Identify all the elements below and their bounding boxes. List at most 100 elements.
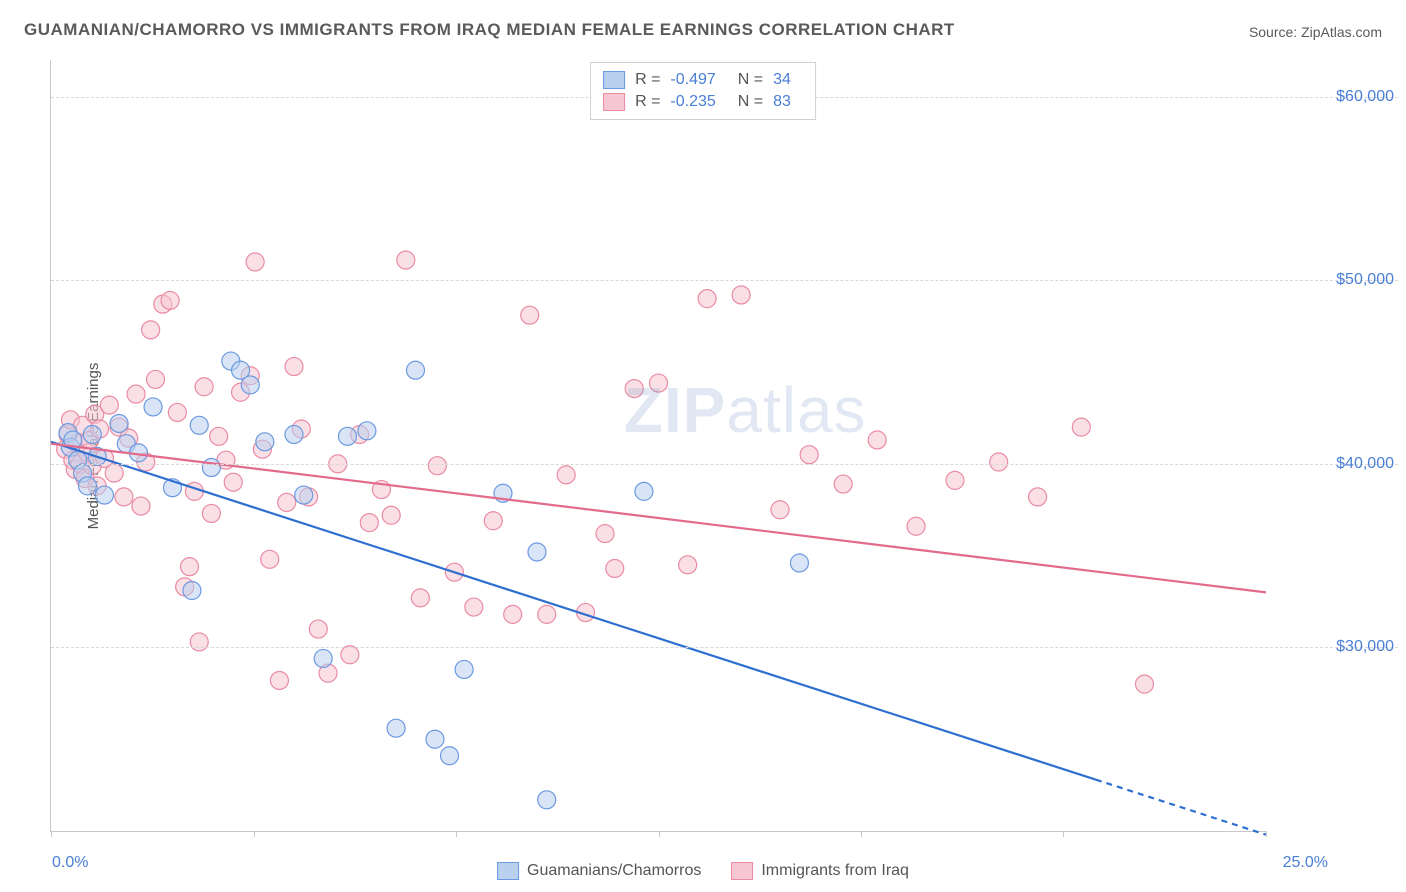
x-tick [659, 831, 660, 837]
scatter-point [484, 512, 502, 530]
scatter-point [465, 598, 483, 616]
trend-line [51, 444, 1266, 593]
chart-title: GUAMANIAN/CHAMORRO VS IMMIGRANTS FROM IR… [24, 20, 955, 40]
source-value: ZipAtlas.com [1301, 24, 1382, 40]
scatter-point [241, 376, 259, 394]
n-label: N = [738, 93, 763, 111]
scatter-point [538, 791, 556, 809]
scatter-point [210, 427, 228, 445]
scatter-point [868, 431, 886, 449]
scatter-point [407, 361, 425, 379]
scatter-point [224, 473, 242, 491]
scatter-point [771, 501, 789, 519]
x-tick [1266, 831, 1267, 837]
x-tick [1063, 831, 1064, 837]
legend-stats-row-1: R = -0.235 N = 83 [603, 91, 803, 113]
legend-swatch-blue [497, 862, 519, 880]
scatter-point [181, 558, 199, 576]
x-tick [861, 831, 862, 837]
scatter-point [110, 414, 128, 432]
x-tick-min: 0.0% [52, 854, 88, 872]
scatter-point [183, 582, 201, 600]
scatter-point [285, 358, 303, 376]
scatter-point [309, 620, 327, 638]
scatter-point [202, 459, 220, 477]
scatter-point [146, 370, 164, 388]
legend-label-1: Immigrants from Iraq [761, 862, 909, 880]
scatter-point [387, 719, 405, 737]
legend-stats-row-0: R = -0.497 N = 34 [603, 69, 803, 91]
y-tick-label: $40,000 [1336, 455, 1394, 473]
legend-swatch-pink [603, 93, 625, 111]
scatter-point [78, 477, 96, 495]
scatter-point [382, 506, 400, 524]
scatter-point [625, 380, 643, 398]
scatter-point [834, 475, 852, 493]
y-tick-label: $50,000 [1336, 271, 1394, 289]
legend-swatch-pink [731, 862, 753, 880]
trend-line-dashed [1096, 780, 1266, 835]
scatter-point [285, 425, 303, 443]
chart-svg [51, 60, 1266, 831]
scatter-point [411, 589, 429, 607]
scatter-point [168, 403, 186, 421]
scatter-point [596, 525, 614, 543]
chart-plot-area [50, 60, 1266, 832]
scatter-point [1029, 488, 1047, 506]
scatter-point [278, 493, 296, 511]
trend-line [51, 442, 1096, 780]
scatter-point [504, 605, 522, 623]
n-value-1: 83 [773, 93, 791, 111]
x-tick-max: 25.0% [1283, 854, 1328, 872]
scatter-point [635, 482, 653, 500]
scatter-point [990, 453, 1008, 471]
scatter-point [105, 464, 123, 482]
scatter-point [426, 730, 444, 748]
y-tick-label: $30,000 [1336, 638, 1394, 656]
n-value-0: 34 [773, 71, 791, 89]
r-label: R = [635, 93, 660, 111]
scatter-point [295, 486, 313, 504]
scatter-point [557, 466, 575, 484]
scatter-point [441, 747, 459, 765]
scatter-point [338, 427, 356, 445]
scatter-point [800, 446, 818, 464]
scatter-point [100, 396, 118, 414]
source-label: Source: [1249, 24, 1301, 40]
scatter-point [907, 517, 925, 535]
legend-item-1: Immigrants from Iraq [731, 862, 909, 880]
legend-label-0: Guamanians/Chamorros [527, 862, 701, 880]
x-tick [51, 831, 52, 837]
legend-swatch-blue [603, 71, 625, 89]
scatter-point [428, 457, 446, 475]
scatter-point [132, 497, 150, 515]
scatter-point [679, 556, 697, 574]
scatter-point [190, 416, 208, 434]
scatter-point [195, 378, 213, 396]
scatter-point [698, 290, 716, 308]
scatter-point [528, 543, 546, 561]
scatter-point [256, 433, 274, 451]
legend-stats: R = -0.497 N = 34 R = -0.235 N = 83 [590, 62, 816, 120]
gridline [51, 647, 1398, 648]
x-tick [456, 831, 457, 837]
scatter-point [314, 649, 332, 667]
scatter-point [246, 253, 264, 271]
source-attribution: Source: ZipAtlas.com [1249, 24, 1382, 40]
scatter-point [1136, 675, 1154, 693]
scatter-point [202, 504, 220, 522]
gridline [51, 280, 1398, 281]
scatter-point [261, 550, 279, 568]
r-value-0: -0.497 [670, 71, 715, 89]
scatter-point [521, 306, 539, 324]
scatter-point [790, 554, 808, 572]
scatter-point [358, 422, 376, 440]
n-label: N = [738, 71, 763, 89]
scatter-point [115, 488, 133, 506]
scatter-point [650, 374, 668, 392]
r-label: R = [635, 71, 660, 89]
scatter-point [95, 486, 113, 504]
scatter-point [397, 251, 415, 269]
scatter-point [946, 471, 964, 489]
x-tick [254, 831, 255, 837]
